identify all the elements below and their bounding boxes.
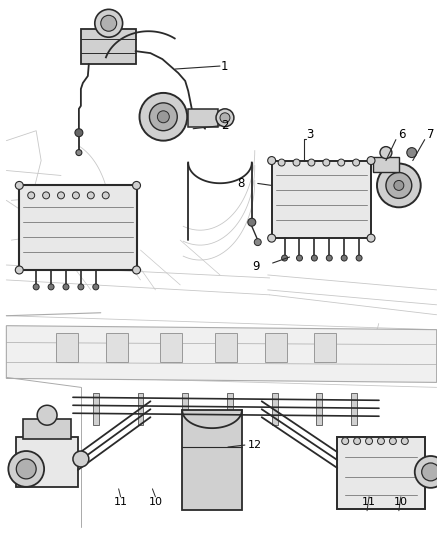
- Bar: [182, 410, 242, 510]
- Circle shape: [293, 159, 300, 166]
- Bar: [314, 333, 336, 362]
- Circle shape: [33, 284, 39, 290]
- Circle shape: [248, 218, 256, 226]
- Circle shape: [422, 463, 438, 481]
- Circle shape: [149, 103, 177, 131]
- Text: 10: 10: [148, 497, 162, 507]
- Text: 12: 12: [248, 440, 262, 450]
- Circle shape: [157, 111, 170, 123]
- Circle shape: [353, 438, 360, 445]
- Circle shape: [268, 234, 276, 242]
- Bar: [81, 29, 135, 64]
- Circle shape: [57, 192, 64, 199]
- Circle shape: [216, 109, 234, 127]
- Text: 8: 8: [237, 177, 245, 190]
- Circle shape: [72, 192, 79, 199]
- Text: 3: 3: [307, 128, 314, 141]
- Circle shape: [367, 234, 375, 242]
- Circle shape: [16, 459, 36, 479]
- Bar: [23, 419, 71, 439]
- Bar: [265, 333, 286, 362]
- Circle shape: [220, 113, 230, 123]
- Circle shape: [102, 192, 109, 199]
- Circle shape: [95, 10, 123, 37]
- Circle shape: [386, 173, 412, 198]
- Bar: [16, 437, 78, 487]
- Text: 1: 1: [221, 60, 229, 72]
- Bar: [272, 160, 371, 238]
- Circle shape: [28, 192, 35, 199]
- Circle shape: [297, 255, 303, 261]
- Bar: [272, 393, 278, 425]
- Bar: [160, 333, 182, 362]
- Bar: [56, 333, 78, 362]
- Bar: [93, 393, 99, 425]
- Text: 10: 10: [394, 497, 408, 507]
- Circle shape: [42, 192, 49, 199]
- Circle shape: [63, 284, 69, 290]
- Circle shape: [356, 255, 362, 261]
- Circle shape: [311, 255, 318, 261]
- Circle shape: [338, 159, 345, 166]
- Bar: [373, 157, 399, 173]
- Bar: [182, 393, 188, 425]
- Polygon shape: [7, 326, 437, 382]
- Bar: [351, 393, 357, 425]
- Text: 6: 6: [398, 128, 405, 141]
- Circle shape: [278, 159, 285, 166]
- Bar: [316, 393, 322, 425]
- Circle shape: [367, 157, 375, 165]
- Text: 7: 7: [427, 128, 434, 141]
- Circle shape: [407, 148, 417, 158]
- Circle shape: [394, 181, 404, 190]
- Bar: [106, 333, 127, 362]
- Circle shape: [15, 181, 23, 189]
- Circle shape: [133, 266, 141, 274]
- Circle shape: [254, 239, 261, 246]
- Bar: [227, 393, 233, 425]
- Circle shape: [341, 255, 347, 261]
- Circle shape: [101, 15, 117, 31]
- Circle shape: [78, 284, 84, 290]
- Circle shape: [377, 164, 421, 207]
- Circle shape: [37, 405, 57, 425]
- Circle shape: [133, 181, 141, 189]
- Circle shape: [378, 438, 385, 445]
- Circle shape: [48, 284, 54, 290]
- Circle shape: [389, 438, 396, 445]
- Circle shape: [401, 438, 408, 445]
- Circle shape: [76, 150, 82, 156]
- Circle shape: [342, 438, 349, 445]
- Circle shape: [415, 456, 438, 488]
- Text: 11: 11: [362, 497, 376, 507]
- Circle shape: [380, 147, 392, 158]
- Circle shape: [73, 451, 89, 467]
- Circle shape: [93, 284, 99, 290]
- Bar: [215, 333, 237, 362]
- Circle shape: [8, 451, 44, 487]
- Bar: [19, 185, 137, 270]
- Circle shape: [326, 255, 332, 261]
- Circle shape: [282, 255, 288, 261]
- Circle shape: [366, 438, 373, 445]
- Circle shape: [87, 192, 94, 199]
- Text: 9: 9: [252, 260, 260, 272]
- Bar: [188, 109, 218, 127]
- Bar: [337, 437, 425, 508]
- Circle shape: [353, 159, 360, 166]
- Circle shape: [323, 159, 330, 166]
- Circle shape: [15, 266, 23, 274]
- Circle shape: [268, 157, 276, 165]
- Circle shape: [308, 159, 315, 166]
- Circle shape: [140, 93, 187, 141]
- Bar: [138, 393, 144, 425]
- Circle shape: [75, 129, 83, 136]
- Text: 2: 2: [221, 119, 229, 132]
- Text: 11: 11: [113, 497, 127, 507]
